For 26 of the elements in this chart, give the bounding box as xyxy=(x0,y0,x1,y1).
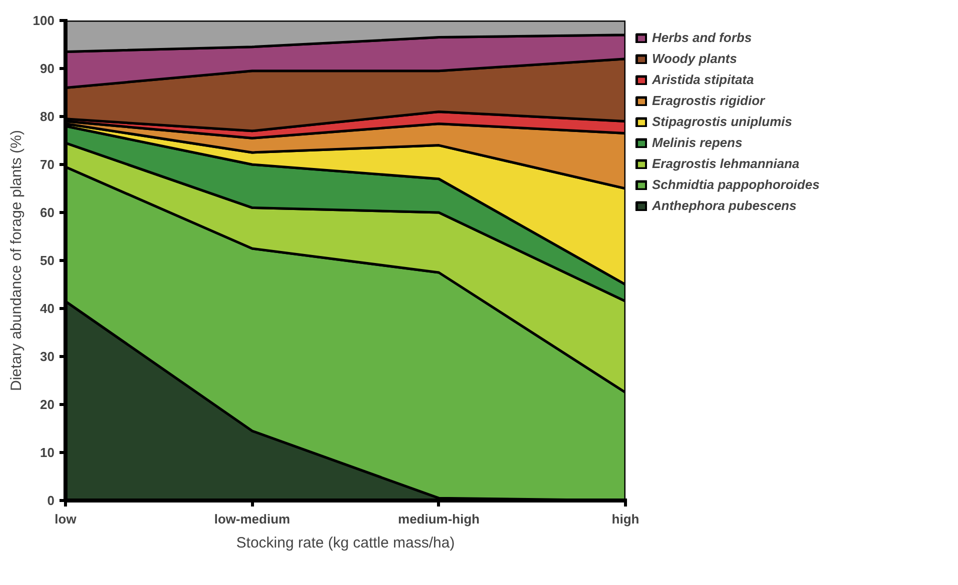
legend-label: Eragrostis lehmanniana xyxy=(652,156,800,171)
y-tick-label: 20 xyxy=(40,397,55,412)
y-tick-label: 50 xyxy=(40,253,55,268)
legend-label: Stipagrostis uniplumis xyxy=(652,114,794,129)
legend-label: Herbs and forbs xyxy=(652,30,753,45)
y-tick-label: 100 xyxy=(32,13,55,28)
legend-label: Eragrostis rigidior xyxy=(652,93,766,108)
x-tick-label: low-medium xyxy=(214,512,290,526)
y-tick-label: 90 xyxy=(40,61,55,76)
y-tick-label: 60 xyxy=(40,205,55,220)
legend-label: Schmidtia pappophoroides xyxy=(652,177,820,192)
y-axis-title: Dietary abundance of forage plants (%) xyxy=(8,130,25,391)
y-tick-label: 70 xyxy=(40,157,55,172)
y-tick-label: 0 xyxy=(47,493,55,508)
legend-label: Melinis repens xyxy=(652,135,744,150)
y-tick-label: 30 xyxy=(40,349,55,364)
legend-label: Woody plants xyxy=(652,51,738,66)
y-tick-label: 10 xyxy=(40,445,55,460)
x-tick-label: high xyxy=(612,512,640,526)
x-tick-label: medium-high xyxy=(398,512,480,526)
x-tick-label: low xyxy=(54,512,78,526)
x-axis-title: Stocking rate (kg cattle mass/ha) xyxy=(236,534,455,552)
y-tick-label: 40 xyxy=(40,301,55,316)
y-tick-label: 80 xyxy=(40,109,55,124)
legend-label: Anthephora pubescens xyxy=(652,198,798,213)
legend-label: Aristida stipitata xyxy=(652,72,755,87)
